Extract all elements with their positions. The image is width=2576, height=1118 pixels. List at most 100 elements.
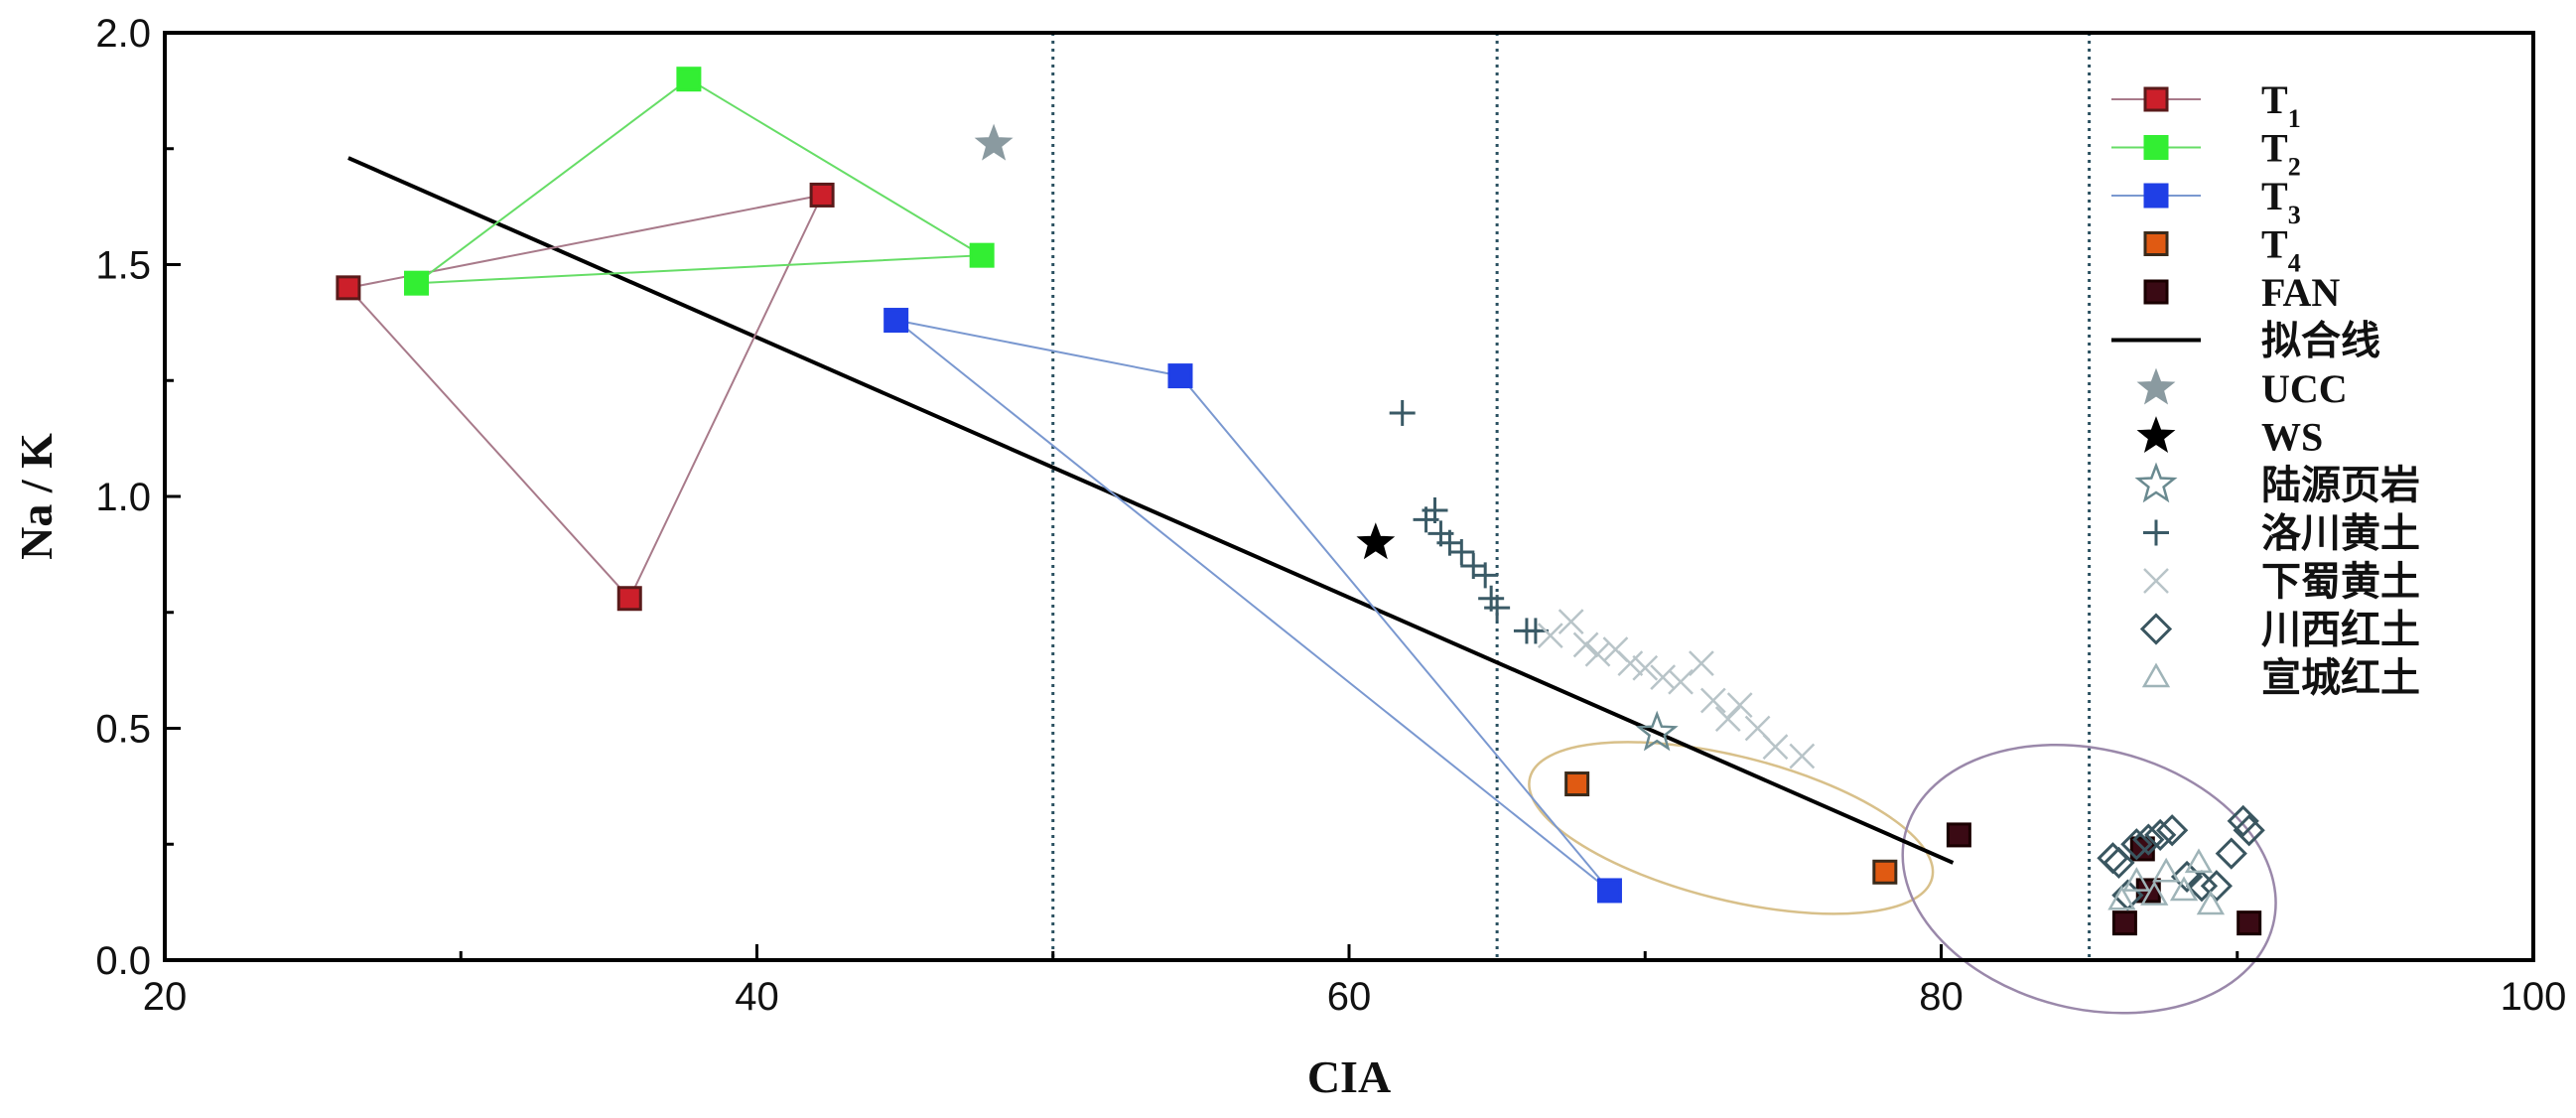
point-series-12 <box>2227 804 2259 838</box>
point-series-12 <box>2215 837 2247 870</box>
reference-lines <box>1051 33 2092 960</box>
point-series-11 <box>1668 668 1694 695</box>
point-series-11 <box>1537 623 1563 648</box>
legend-marker <box>2143 135 2169 160</box>
x-tick-label: 100 <box>2501 975 2567 1019</box>
x-tick-label: 40 <box>735 975 779 1019</box>
point-series-13 <box>2140 881 2169 906</box>
point-series-13 <box>2169 876 2199 902</box>
axis-ticks: 20 40 60 80 100 0.0 0.5 1.0 1.5 2.0 <box>95 12 2566 1019</box>
x-b <box>1602 636 1629 662</box>
y-axis-title: Na / K <box>11 433 62 560</box>
point-series-10 <box>1422 497 1448 524</box>
point-series-11 <box>1617 650 1644 677</box>
legend-marker <box>2143 183 2169 209</box>
point-series-13 <box>2107 885 2136 910</box>
x-b <box>1762 734 1789 761</box>
point-series-13 <box>2122 867 2151 892</box>
legend-item-13: 宣城红土 <box>2141 655 2420 700</box>
point-series-11 <box>1650 664 1677 691</box>
legend-label: 洛川黄土 <box>2261 511 2420 556</box>
point-series-11 <box>1632 654 1659 681</box>
point-series-5 <box>2111 910 2137 936</box>
legend-marker <box>2143 519 2169 546</box>
legend-item-5: FAN <box>2143 270 2340 315</box>
y-tick-label: 0.0 <box>95 939 151 983</box>
point-series-11 <box>1558 609 1584 634</box>
point-series-5 <box>2237 910 2262 936</box>
point-series-2 <box>676 67 702 92</box>
x-b <box>1537 623 1563 648</box>
fit-line-layer <box>347 156 1955 865</box>
legend-item-8: WS <box>2136 415 2323 460</box>
x-b <box>1650 664 1677 691</box>
legend-label: WS <box>2261 415 2323 460</box>
point-series-12 <box>2233 814 2265 847</box>
x-b <box>1744 715 1771 742</box>
legend-marker <box>2136 416 2176 454</box>
legend-item-12: 川西红土 <box>2139 608 2420 652</box>
legend-label: 川西红土 <box>2261 608 2420 652</box>
series-connectors <box>347 77 1611 892</box>
y-tick-label: 2.0 <box>95 12 151 56</box>
y-tick-label: 0.5 <box>95 708 151 752</box>
point-series-4 <box>1564 771 1590 797</box>
legend-label: FAN <box>2261 270 2340 315</box>
point-series-11 <box>1726 692 1753 719</box>
point-series-7 <box>974 123 1014 161</box>
x-b <box>1558 609 1584 634</box>
x-axis-title: CIA <box>1307 1051 1391 1102</box>
legend-marker <box>2136 367 2176 405</box>
data-markers <box>336 67 2265 936</box>
point-series-10 <box>1389 399 1416 426</box>
point-series-12 <box>2156 814 2189 847</box>
point-series-10 <box>1472 562 1499 589</box>
x-b <box>1632 654 1659 681</box>
point-series-12 <box>2120 828 2153 861</box>
legend-marker <box>2143 279 2169 305</box>
x-b <box>1699 687 1726 714</box>
point-series-3 <box>1167 363 1193 389</box>
point-series-12 <box>2132 823 2165 856</box>
x-tick-label: 60 <box>1327 975 1372 1019</box>
legend-marker <box>2141 662 2171 688</box>
point-series-3 <box>1596 878 1622 904</box>
x-b <box>2143 568 2169 594</box>
x-b <box>1726 692 1753 719</box>
point-series-1 <box>616 586 642 612</box>
legend-subscript: 2 <box>2288 153 2301 182</box>
x-b <box>1572 631 1599 658</box>
legend-item-9: 陆源页岩 <box>2134 462 2420 507</box>
y-tick-label: 1.5 <box>95 244 151 288</box>
point-series-11 <box>1762 734 1789 761</box>
x-b <box>1584 640 1611 667</box>
group-ellipse-1 <box>1528 741 1935 915</box>
point-series-2 <box>969 242 995 268</box>
point-series-13 <box>2196 890 2226 915</box>
fit-line <box>347 156 1955 865</box>
group-ellipse-2 <box>1901 744 2277 1015</box>
point-series-10 <box>1484 595 1511 622</box>
legend-label: 拟合线 <box>2261 319 2380 363</box>
x-b <box>1789 743 1816 769</box>
series-line-3 <box>895 319 1611 892</box>
point-series-1 <box>809 182 835 208</box>
legend-marker <box>2139 613 2173 645</box>
legend-item-7: UCC <box>2136 366 2348 411</box>
y-tick-label: 1.0 <box>95 476 151 519</box>
point-series-11 <box>1572 631 1599 658</box>
legend-subscript: 3 <box>2288 201 2301 229</box>
point-series-11 <box>1699 687 1726 714</box>
point-series-3 <box>883 308 909 334</box>
point-series-4 <box>1872 859 1898 885</box>
series-line-2 <box>415 77 986 285</box>
legend-marker <box>2143 86 2169 112</box>
legend-label: 陆源页岩 <box>2261 463 2420 507</box>
point-series-12 <box>2102 846 2135 880</box>
point-series-2 <box>404 270 430 296</box>
grouping-ellipses <box>1528 741 2277 1015</box>
legend-marker <box>2134 462 2178 503</box>
legend-label: 宣城红土 <box>2261 655 2420 700</box>
